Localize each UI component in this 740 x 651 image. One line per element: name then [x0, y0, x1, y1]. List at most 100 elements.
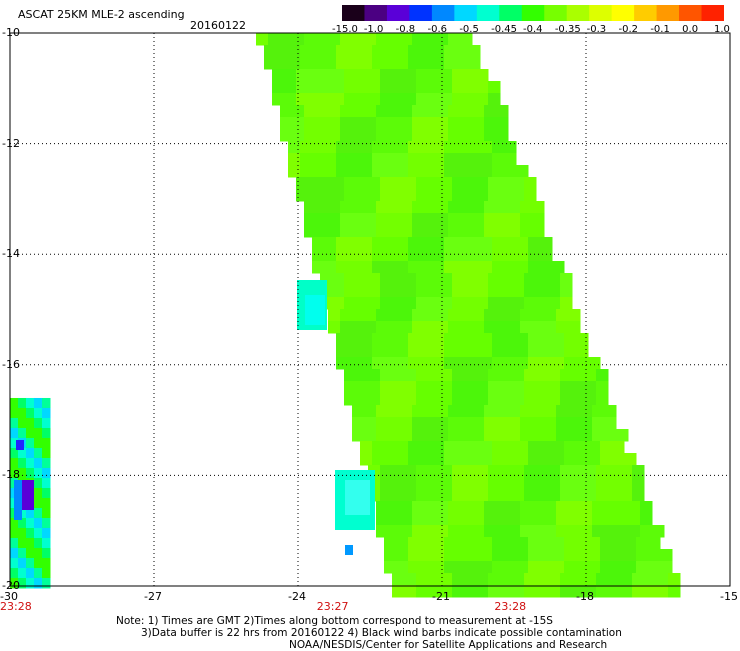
swath-cell: [552, 333, 565, 346]
swath-cell: [432, 45, 445, 58]
swath-cell: [460, 525, 473, 538]
swath-cell: [400, 201, 413, 214]
swath-cell: [648, 549, 661, 562]
swath-cell: [308, 93, 321, 106]
swath-cell: [336, 237, 349, 250]
left-strip-cell: [10, 397, 19, 409]
swath-cell: [336, 345, 349, 358]
swath-cell: [472, 129, 485, 142]
swath-cell: [456, 141, 469, 154]
swath-cell: [632, 465, 645, 478]
swath-cell: [372, 249, 385, 262]
swath-cell: [420, 345, 433, 358]
swath-cell: [288, 45, 301, 58]
swath-cell: [632, 489, 645, 502]
swath-cell: [360, 261, 373, 274]
left-strip-cell: [42, 517, 51, 529]
left-strip-cell: [26, 447, 35, 459]
swath-cell: [316, 105, 329, 118]
left-strip-cell: [42, 567, 51, 579]
swath-cell: [572, 465, 585, 478]
swath-cell: [412, 117, 425, 130]
swath-cell: [440, 285, 453, 298]
swath-cell: [420, 165, 433, 178]
swath-cell: [504, 261, 517, 274]
swath-cell: [608, 489, 621, 502]
swath-cell: [408, 345, 421, 358]
swath-cell: [416, 381, 429, 394]
swath-cell: [516, 549, 529, 562]
swath-cell: [452, 285, 465, 298]
swath-cell: [392, 81, 405, 94]
swath-cell: [548, 273, 561, 286]
swath-cell: [416, 93, 429, 106]
swath-cell: [360, 237, 373, 250]
swath-cell: [624, 453, 637, 466]
swath-cell: [404, 297, 417, 310]
swath-cell: [344, 93, 357, 106]
swath-cell: [428, 393, 441, 406]
swath-cell: [352, 129, 365, 142]
swath-cell: [488, 177, 501, 190]
swath-cell: [380, 489, 393, 502]
swath-cell: [464, 465, 477, 478]
swath-cell: [308, 81, 321, 94]
lat-tick-label: -10: [2, 26, 20, 39]
swath-cell: [536, 585, 549, 598]
left-strip-cell: [42, 507, 51, 519]
swath-cell: [416, 285, 429, 298]
swath-cell: [452, 489, 465, 502]
swath-cell: [360, 333, 373, 346]
swath-cell: [288, 165, 301, 178]
swath-cell: [380, 285, 393, 298]
swath-cell: [584, 393, 597, 406]
swath-cell: [576, 453, 589, 466]
swath-cell: [596, 465, 609, 478]
swath-cell: [420, 441, 433, 454]
swath-cell: [588, 561, 601, 574]
swath-cell: [588, 441, 601, 454]
swath-cell: [556, 501, 569, 514]
swath-cell: [468, 453, 481, 466]
swath-cell: [532, 525, 545, 538]
swath-cell: [388, 213, 401, 226]
swath-cell: [540, 537, 553, 550]
colorbar-swatch: [589, 5, 613, 21]
swath-cell: [536, 465, 549, 478]
lon-tick-label: -30: [0, 590, 18, 603]
swath-cell: [352, 417, 365, 430]
swath-cell: [384, 153, 397, 166]
swath-cell: [400, 405, 413, 418]
swath-cell: [272, 93, 285, 106]
swath-cell: [460, 201, 473, 214]
swath-cell: [448, 525, 461, 538]
swath-cell: [360, 441, 373, 454]
swath-cell: [364, 225, 377, 238]
swath-cell: [520, 429, 533, 442]
left-strip-cell: [26, 567, 35, 579]
left-strip-cell: [42, 497, 51, 509]
swath-cell: [364, 33, 377, 46]
swath-cell: [420, 153, 433, 166]
swath-cell: [340, 33, 353, 46]
swath-cell: [388, 105, 401, 118]
lon-tick-label: -27: [144, 590, 162, 603]
swath-cell: [376, 213, 389, 226]
swath-cell: [480, 561, 493, 574]
swath-cell: [480, 249, 493, 262]
swath-cell: [444, 537, 457, 550]
colorbar-swatch: [611, 5, 635, 21]
swath-cell: [520, 321, 533, 334]
left-strip-cell: [42, 427, 51, 439]
swath-cell: [392, 69, 405, 82]
swath-cell: [548, 573, 561, 586]
swath-cell: [600, 441, 613, 454]
swath-cell: [388, 309, 401, 322]
colorbar-swatch: [409, 5, 433, 21]
swath-cell: [384, 561, 397, 574]
swath-cell: [512, 585, 525, 598]
swath-cell: [496, 213, 509, 226]
swath-cell: [580, 525, 593, 538]
swath-cell: [548, 465, 561, 478]
swath-cell: [396, 549, 409, 562]
